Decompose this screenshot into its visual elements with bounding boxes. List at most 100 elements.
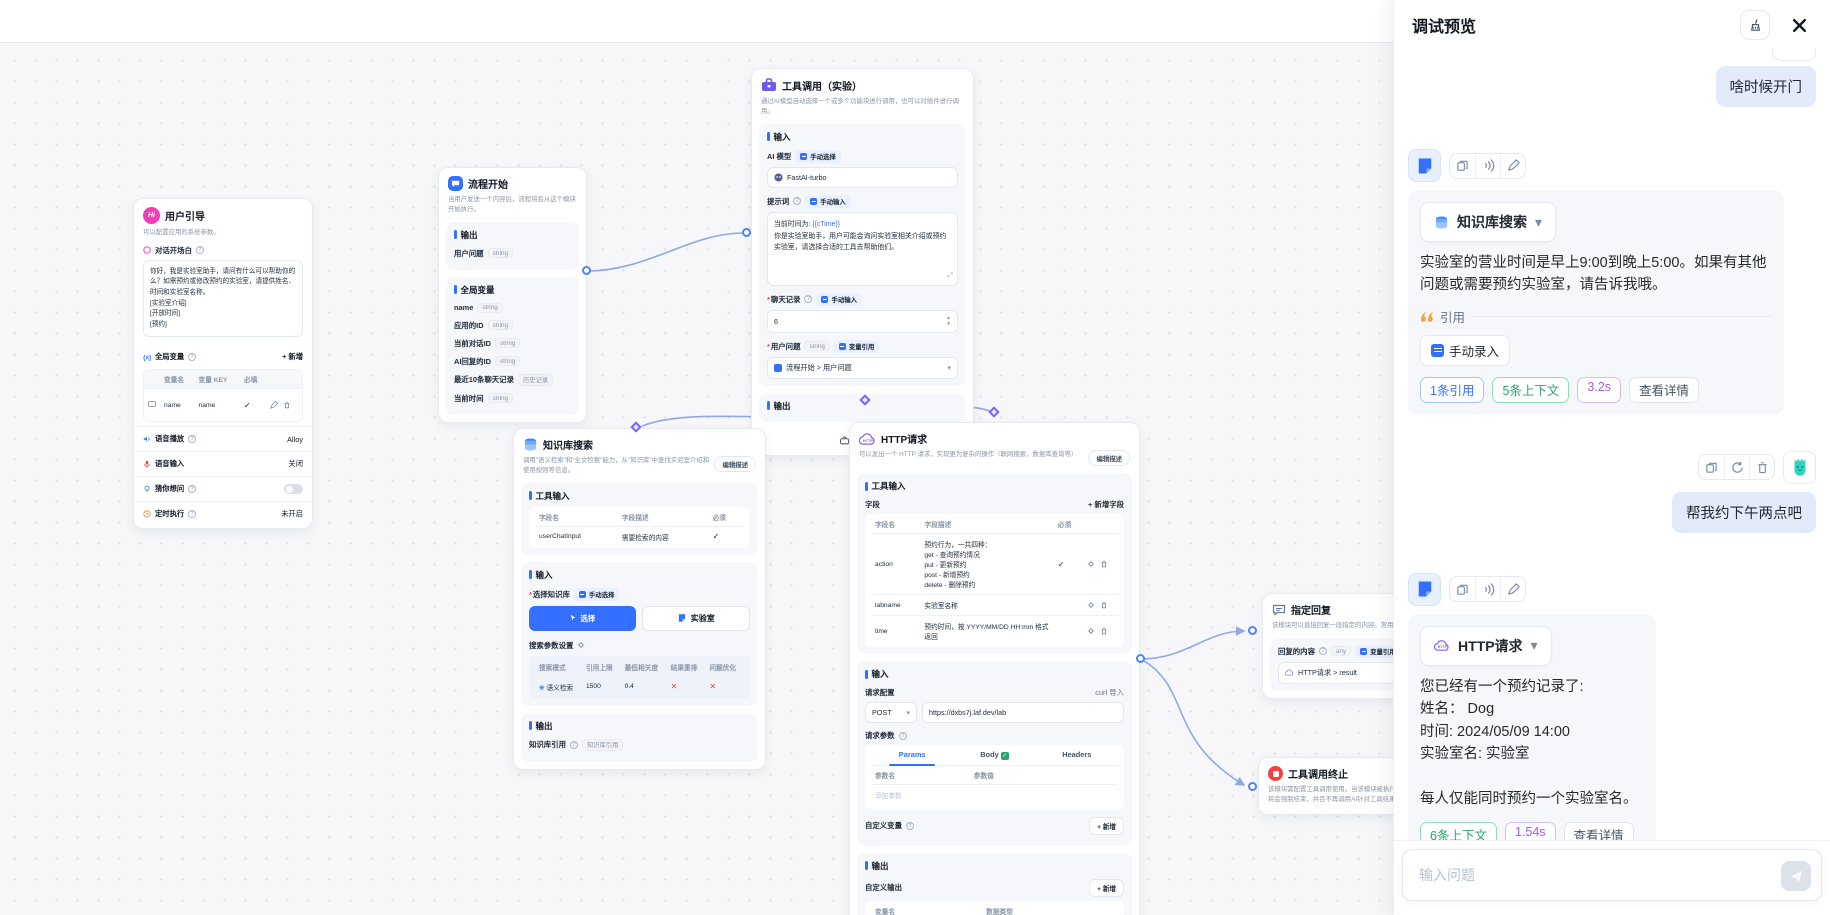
expand-icon[interactable]: ⤢ — [947, 271, 953, 279]
add-custom-var-button[interactable]: + 新增 — [1089, 816, 1124, 835]
col-field-desc: 字段描述 — [617, 507, 709, 527]
tts-row[interactable]: 语音播放? Alloy — [134, 426, 312, 451]
previous-message-remnant — [1772, 48, 1816, 61]
delete-icon[interactable] — [1100, 601, 1108, 609]
manual-entry-icon — [1431, 343, 1444, 357]
quote-source-item[interactable]: 手动录入 — [1420, 334, 1511, 366]
handle-http-top[interactable] — [988, 406, 1000, 418]
quote-count-badge[interactable]: 1条引用 — [1420, 376, 1485, 403]
schedule-value: 未开启 — [281, 509, 303, 519]
reply-content-label: 回复的内容 — [1278, 646, 1315, 656]
gear-icon[interactable] — [577, 641, 585, 649]
speaker-icon — [143, 436, 150, 442]
chat-input[interactable] — [1419, 867, 1773, 883]
edit-icon[interactable] — [1087, 627, 1095, 635]
quote-limit-value: 1500 — [585, 683, 601, 691]
node-user-guide[interactable]: Hi 用户引导 可以配置应用的系统参数。 对话开场白 ? 你好，我是实验室助手，… — [133, 198, 313, 530]
question-ref-select[interactable]: 流程开始 > 用户问题 ▾ — [767, 356, 958, 379]
view-detail-button[interactable]: 查看详情 — [1629, 376, 1700, 403]
select-dataset-label: 选择知识库 — [529, 589, 570, 600]
node-flow-start[interactable]: 流程开始 当用户发送一个内容后，流程将会从这个模块开始执行。 输出 用户问题 st… — [438, 167, 587, 423]
runtime-badge[interactable]: 1.54s — [1504, 821, 1556, 840]
view-detail-button[interactable]: 查看详情 — [1563, 821, 1634, 840]
node-title: 工具调用终止 — [1288, 770, 1348, 781]
stt-row[interactable]: 语音输入 关闭 — [134, 451, 312, 476]
context-count-badge[interactable]: 5条上下文 — [1492, 376, 1570, 403]
chat-icon — [143, 246, 151, 255]
tab-headers[interactable]: Headers — [1062, 750, 1092, 759]
field-desc: 实验室名称 — [920, 594, 1054, 616]
edit-icon[interactable] — [1087, 601, 1095, 609]
question-guide-row[interactable]: 猜你想问? — [134, 476, 312, 501]
send-button[interactable] — [1781, 861, 1811, 891]
node-title: 用户引导 — [165, 212, 205, 223]
node-tool-call[interactable]: 工具调用（实验） 通过AI模型自动选择一个或多个功能块进行调用，也可以对插件进行… — [751, 68, 974, 456]
required-check-icon: ✓ — [244, 400, 251, 410]
chat-input-box[interactable] — [1402, 849, 1822, 901]
node-title: HTTP请求 — [881, 435, 928, 446]
mic-icon — [144, 461, 150, 468]
tab-body[interactable]: Body ✓ — [980, 750, 1009, 760]
output-section-label: 输出 — [535, 720, 553, 731]
question-guide-toggle[interactable] — [284, 484, 303, 495]
runtime-badge[interactable]: 3.2s — [1577, 376, 1622, 403]
tool-run-dropdown[interactable]: 知识库搜索 ▾ — [1420, 202, 1557, 242]
tts-play-icon[interactable] — [1475, 153, 1500, 178]
choose-dataset-button[interactable]: 选择 — [529, 605, 636, 631]
clear-history-button[interactable] — [1740, 10, 1770, 40]
opening-label: 对话开场白 — [155, 245, 192, 255]
copy-icon[interactable] — [1450, 577, 1475, 601]
edit-icon[interactable] — [1500, 153, 1525, 178]
number-stepper[interactable]: ▲ ▼ — [946, 314, 951, 327]
tab-params[interactable]: Params — [871, 745, 953, 766]
copy-icon[interactable] — [1699, 455, 1724, 479]
add-param-placeholder[interactable]: 添加参数 — [871, 783, 1118, 805]
variable-row[interactable]: name name ✓ — [144, 389, 302, 422]
custom-output-label: 自定义输出 — [865, 883, 902, 892]
handle-toolcall-left[interactable] — [742, 228, 751, 237]
delete-icon[interactable] — [1100, 560, 1108, 568]
retry-icon[interactable] — [1724, 455, 1749, 480]
close-panel-button[interactable] — [1784, 10, 1814, 40]
edit-description-button[interactable]: 编辑描述 — [714, 456, 756, 472]
col-var-key: 变量 KEY — [194, 370, 241, 390]
delete-icon[interactable] — [1749, 455, 1774, 480]
col-param-name: 参数名 — [871, 765, 970, 785]
history-count-input[interactable]: 6 ▲ ▼ — [767, 309, 958, 333]
edit-icon[interactable] — [1500, 577, 1525, 602]
method-select[interactable]: POST ▾ — [865, 702, 917, 723]
curl-import-button[interactable]: curl 导入 — [1095, 688, 1124, 697]
field-row: labname 实验室名称 — [871, 594, 1118, 616]
add-variable-button[interactable]: + 新增 — [282, 352, 303, 362]
handle-reply-left[interactable] — [1248, 626, 1257, 635]
edit-description-button[interactable]: 编辑描述 — [1088, 450, 1130, 466]
chevron-down-icon: ▾ — [906, 709, 910, 717]
opening-statement-textarea[interactable]: 你好，我是实验室助手，请问有什么可以帮助你的么？如需预约或修改预约的实验室，请提… — [143, 259, 303, 338]
tts-value: Alloy — [287, 434, 303, 444]
prompt-textarea[interactable]: 当前时间为: {{cTime}} 你是实验室助手，用户可能会询问实验室相关介绍或… — [767, 211, 958, 286]
model-select[interactable]: FastAI-turbo — [767, 166, 958, 188]
delete-icon[interactable] — [283, 401, 291, 409]
copy-icon[interactable] — [1450, 154, 1475, 178]
tts-play-icon[interactable] — [1475, 577, 1500, 602]
manual-select-icon — [578, 590, 586, 598]
schedule-row[interactable]: 定时执行? 未开启 — [134, 501, 312, 528]
edit-icon[interactable] — [270, 401, 279, 410]
delete-icon[interactable] — [1100, 627, 1108, 635]
add-field-button[interactable]: + 新增字段 — [1088, 500, 1124, 509]
node-http-request[interactable]: HTTP HTTP请求 可以发出一个 HTTP 请求，实现更为复杂的操作（联网搜… — [849, 422, 1140, 915]
handle-stop-left[interactable] — [1248, 782, 1257, 791]
handle-start-right[interactable] — [582, 266, 591, 275]
context-count-badge[interactable]: 6条上下文 — [1420, 821, 1497, 840]
edit-icon[interactable] — [1087, 560, 1095, 568]
help-icon: ? — [195, 246, 204, 255]
dataset-item-button[interactable]: 实验室 — [641, 605, 750, 631]
handle-http-right[interactable] — [1136, 654, 1145, 663]
tool-run-dropdown[interactable]: HTTP HTTP请求 ▾ — [1420, 625, 1552, 666]
add-custom-output-button[interactable]: + 新增 — [1089, 878, 1124, 897]
tool-input-label: 工具输入 — [871, 481, 906, 491]
node-dataset-search[interactable]: 知识库搜索 调用"语义检索"和"全文检索"能力，从"知识库"中查找实验室介绍和使… — [513, 428, 766, 770]
input-type-icon — [148, 401, 156, 408]
output-section-label: 输出 — [773, 400, 791, 411]
url-input[interactable]: https://dxbs7j.laf.dev/lab — [922, 702, 1124, 723]
